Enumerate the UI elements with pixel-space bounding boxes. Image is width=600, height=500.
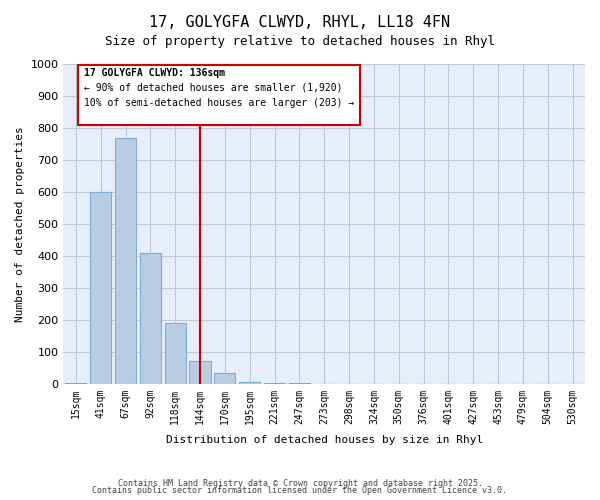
Text: Contains public sector information licensed under the Open Government Licence v3: Contains public sector information licen… xyxy=(92,486,508,495)
Text: 10% of semi-detached houses are larger (203) →: 10% of semi-detached houses are larger (… xyxy=(84,98,354,108)
Bar xyxy=(115,138,136,384)
Bar xyxy=(140,252,161,384)
Bar xyxy=(289,383,310,384)
Text: ← 90% of detached houses are smaller (1,920): ← 90% of detached houses are smaller (1,… xyxy=(84,82,343,92)
Bar xyxy=(164,323,186,384)
Bar xyxy=(214,372,235,384)
Text: 17 GOLYGFA CLWYD: 136sqm: 17 GOLYGFA CLWYD: 136sqm xyxy=(84,68,225,78)
Bar xyxy=(264,383,285,384)
Text: 17, GOLYGFA CLWYD, RHYL, LL18 4FN: 17, GOLYGFA CLWYD, RHYL, LL18 4FN xyxy=(149,15,451,30)
Text: Contains HM Land Registry data © Crown copyright and database right 2025.: Contains HM Land Registry data © Crown c… xyxy=(118,478,482,488)
X-axis label: Distribution of detached houses by size in Rhyl: Distribution of detached houses by size … xyxy=(166,435,483,445)
Y-axis label: Number of detached properties: Number of detached properties xyxy=(15,126,25,322)
Bar xyxy=(65,383,86,384)
Bar xyxy=(90,192,111,384)
Bar xyxy=(239,382,260,384)
Bar xyxy=(190,362,211,384)
Text: Size of property relative to detached houses in Rhyl: Size of property relative to detached ho… xyxy=(105,35,495,48)
